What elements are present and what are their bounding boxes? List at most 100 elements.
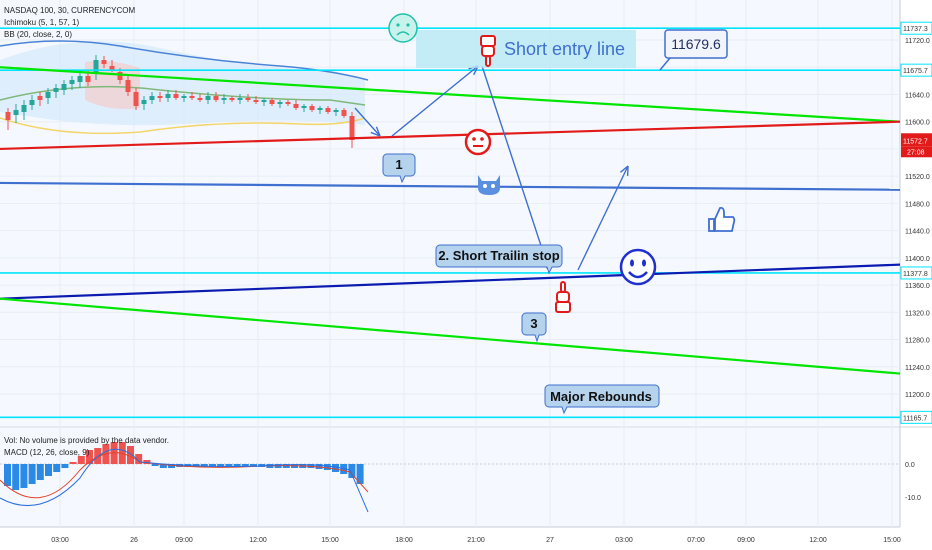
time-tick-label: 07:00: [687, 537, 705, 544]
candle-body: [333, 110, 339, 112]
candle-body: [125, 80, 131, 92]
candle-body: [269, 100, 275, 104]
time-tick-label: 15:00: [883, 537, 901, 544]
candle-body: [45, 92, 51, 98]
current-price-badge: [901, 133, 932, 147]
level-badge-text: 11675.7: [903, 68, 928, 75]
neutral-face-icon: [464, 128, 492, 156]
macd-bar: [127, 446, 134, 464]
projection-arrow: [354, 107, 381, 137]
macd-label: MACD (12, 26, close, 9): [4, 448, 90, 457]
drawings: [0, 27, 901, 419]
macd-bar: [151, 464, 159, 466]
candle-body: [69, 80, 75, 84]
macd-bar: [168, 464, 175, 468]
bubble-major-rebounds[interactable]: [544, 384, 660, 415]
trendline: [0, 263, 901, 300]
price-tick-label: 11640.0: [905, 92, 930, 99]
price-tick-label: 11400.0: [905, 256, 930, 263]
macd-bar: [69, 462, 77, 464]
price-tick-label: 11480.0: [905, 201, 930, 208]
candle-body: [133, 92, 139, 106]
level-badge-text: 11737.3: [903, 26, 928, 33]
pointing-down-hand-icon: [555, 281, 571, 313]
price-callout-tail: [659, 57, 671, 71]
bubble-3[interactable]: [521, 312, 547, 343]
macd-bar: [143, 460, 151, 464]
candle-body: [349, 116, 355, 140]
candle-body: [101, 60, 107, 64]
price-tick-label: 11360.0: [905, 283, 930, 290]
candle-body: [77, 76, 83, 82]
macd-bar: [135, 454, 143, 464]
price-callout-text: 11679.6: [671, 36, 721, 52]
projection-arrow: [391, 65, 479, 137]
level-badge: [900, 410, 932, 424]
candle-body: [85, 76, 91, 82]
price-axis[interactable]: 11720.011680.011640.011600.011560.011520…: [900, 21, 932, 424]
countdown-text: 27:08: [907, 149, 925, 156]
trendline: [0, 120, 901, 151]
candle-body: [261, 100, 267, 102]
major-rebounds-text: Major Rebounds: [550, 389, 652, 404]
macd-bar: [61, 464, 69, 468]
macd-bar: [332, 464, 339, 472]
bubble-1[interactable]: [382, 153, 416, 184]
candle-body: [237, 98, 243, 100]
arrow-head-path: [620, 165, 629, 176]
time-tick-label: 03:00: [615, 537, 633, 544]
macd-bar: [53, 464, 61, 472]
candle-body: [29, 100, 35, 105]
candle-body: [21, 105, 27, 112]
time-tick-label: 09:00: [175, 537, 193, 544]
macd-histogram: 0.0 -10.0: [0, 442, 921, 513]
macd-bar: [348, 464, 356, 478]
candle-body: [325, 108, 331, 112]
level-badge-text: 11377.8: [903, 271, 928, 278]
candle-body: [109, 66, 115, 70]
macd-bar: [77, 456, 85, 464]
time-tick-label: 03:00: [51, 537, 69, 544]
price-tick-label: 11440.0: [905, 229, 930, 236]
price-callout[interactable]: [664, 29, 728, 59]
macd-bar: [20, 464, 28, 488]
trendline: [0, 297, 901, 375]
macd-tick-label: -10.0: [905, 495, 921, 502]
time-tick-label: 18:00: [395, 537, 413, 544]
happy-face-icon: [619, 248, 657, 286]
candle-body: [181, 96, 187, 98]
bubble-3-text: 3: [530, 316, 537, 331]
time-axis[interactable]: 03:00 26 09:00 12:00 15:00 18:00 21:00 27 03:00 0…: [51, 537, 901, 544]
macd-tick-label: 0.0: [905, 462, 915, 469]
price-tick-label: 11520.0: [905, 174, 930, 181]
time-tick-label: 26: [130, 537, 138, 544]
candle-body: [53, 88, 59, 92]
bubble-2[interactable]: [435, 244, 563, 275]
projection-arrow: [481, 65, 550, 271]
arrow-head: [370, 126, 381, 137]
macd-bar: [209, 464, 216, 467]
candle-body: [285, 102, 291, 104]
candle-body: [301, 106, 307, 108]
volume-label: Vol: No volume is provided by the data v…: [4, 436, 169, 445]
projection-arrow: [577, 165, 629, 271]
candle-body: [189, 96, 195, 98]
short-entry-box[interactable]: [416, 30, 636, 68]
candle-body: [309, 106, 315, 110]
sad-face-icon: [388, 13, 418, 43]
candle-body: [205, 96, 211, 100]
candle-body: [149, 96, 155, 100]
macd-pane-bg: [0, 428, 900, 527]
macd-bar: [28, 464, 36, 484]
countdown-badge: [901, 146, 932, 158]
macd-bar: [315, 464, 323, 469]
candle-body: [117, 72, 123, 80]
candle-body: [93, 60, 99, 74]
bb-lower-band: [0, 117, 366, 135]
candle-body: [253, 100, 259, 102]
candle-body: [293, 104, 299, 108]
candle-body: [173, 94, 179, 98]
price-axis-bg: [900, 0, 932, 527]
macd-bar: [225, 464, 233, 467]
